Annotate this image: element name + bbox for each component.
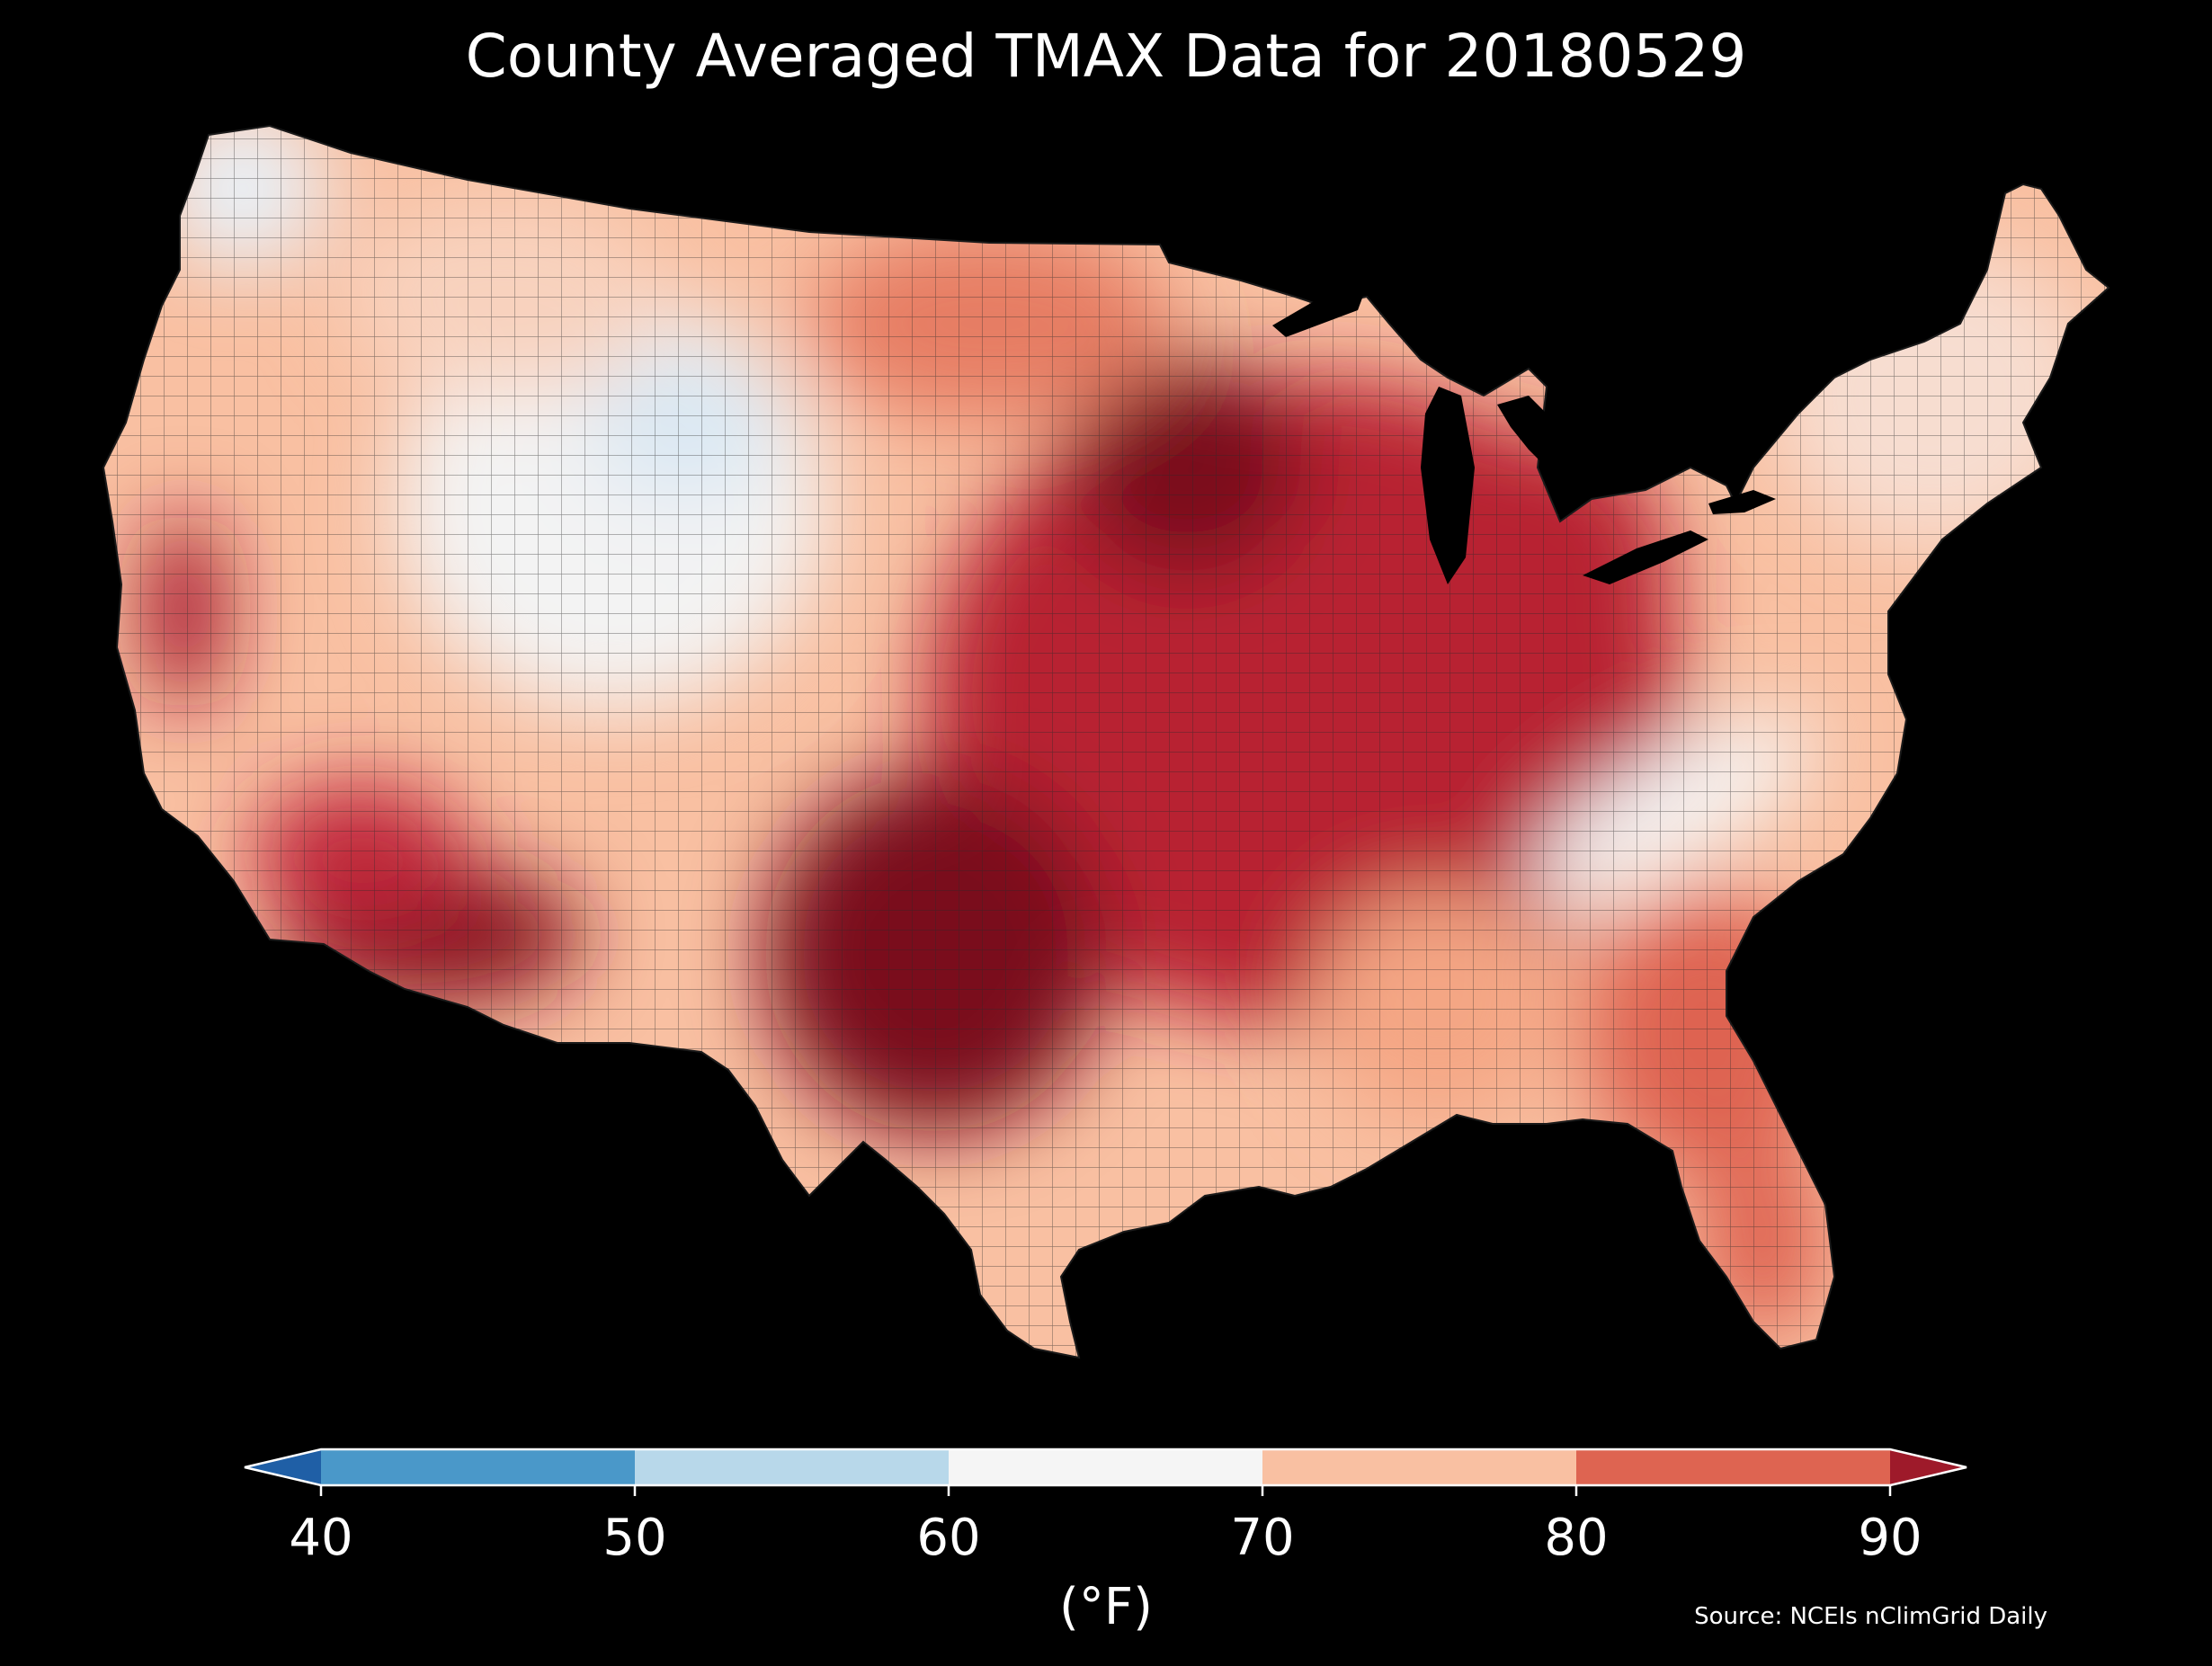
colorbar-units-label: (°F) xyxy=(1059,1578,1153,1636)
colorbar-extend-low xyxy=(245,1449,321,1485)
colorbar-bin xyxy=(635,1449,950,1485)
colorbar-tick-label: 90 xyxy=(1858,1509,1922,1567)
colorbar-bin xyxy=(1262,1449,1577,1485)
colorbar-bin xyxy=(1576,1449,1891,1485)
colorbar-tick-label: 60 xyxy=(916,1509,981,1567)
map-title: County Averaged TMAX Data for 20180529 xyxy=(465,22,1747,91)
colorbar-tick-label: 80 xyxy=(1544,1509,1609,1567)
map-fill xyxy=(103,126,2109,1358)
colorbar-bin xyxy=(949,1449,1263,1485)
colorbar-tick-label: 40 xyxy=(289,1509,353,1567)
great-lakes xyxy=(1272,286,1776,584)
source-attribution: Source: NCEIs nClimGrid Daily xyxy=(1694,1603,2047,1630)
colorbar-tick-label: 70 xyxy=(1230,1509,1295,1567)
colorbar-bin xyxy=(321,1449,636,1485)
colorbar-extend-high xyxy=(1890,1449,1967,1485)
us-county-temperature-map xyxy=(103,125,2109,1359)
colorbar-tick-label: 50 xyxy=(602,1509,667,1567)
colorbar xyxy=(244,1448,1967,1496)
